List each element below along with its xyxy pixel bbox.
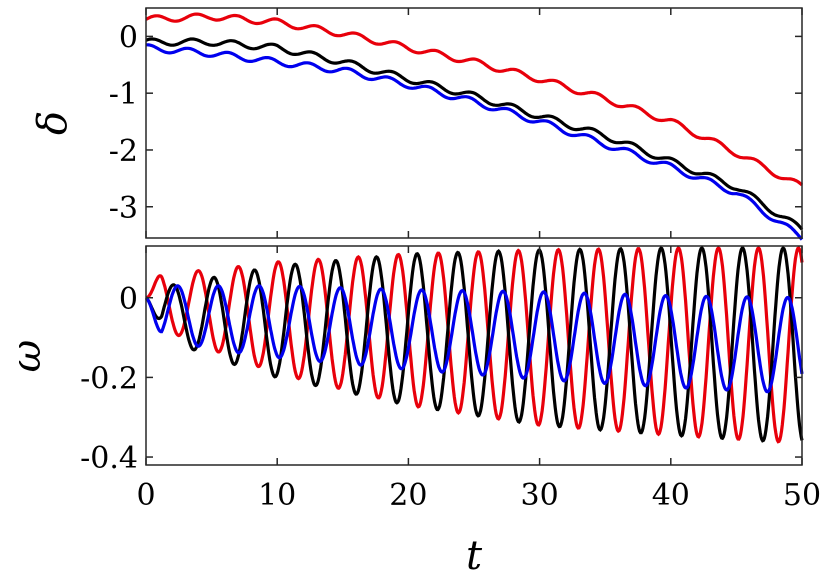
x-tick-label: 0 [136, 478, 155, 513]
omega-axis-label: ω [4, 340, 50, 373]
omega-y-ticks: 0 -0.2 -0.4 [80, 282, 802, 476]
delta-axis-label: δ [30, 111, 76, 135]
delta-y-tick-label: -3 [109, 191, 138, 226]
time-x-ticks: 0 10 20 30 40 50 [136, 8, 821, 513]
delta-y-tick-label: -2 [109, 134, 138, 169]
omega-series-line-3 [144, 284, 804, 394]
delta-panel: 0 -1 -2 -3 δ [30, 7, 804, 241]
delta-series-line-1 [145, 12, 804, 187]
x-tick-label: 30 [521, 478, 559, 513]
omega-y-tick-label: -0.2 [80, 361, 138, 396]
time-axis-label: t [466, 533, 483, 579]
delta-series-line-3 [146, 43, 804, 241]
omega-series-line-2 [144, 245, 804, 443]
delta-series-group [145, 12, 804, 241]
omega-y-tick-label: 0 [119, 282, 138, 317]
omega-axes-frame [145, 245, 803, 466]
omega-panel: 0 -0.2 -0.4 0 10 20 30 40 50 ω t [4, 8, 821, 579]
delta-y-tick-label: 0 [119, 20, 138, 55]
delta-series-line-2 [145, 37, 804, 231]
omega-series-group [144, 245, 804, 444]
omega-series-line-1 [145, 245, 804, 444]
delta-y-tick-label: -1 [109, 77, 138, 112]
omega-y-tick-label: -0.4 [80, 441, 138, 476]
x-tick-label: 20 [389, 478, 427, 513]
delta-y-ticks: 0 -1 -2 -3 [109, 20, 802, 226]
x-tick-label: 10 [258, 478, 296, 513]
delta-axes-frame [145, 7, 803, 239]
x-tick-label: 40 [652, 478, 690, 513]
x-tick-label: 50 [783, 478, 821, 513]
